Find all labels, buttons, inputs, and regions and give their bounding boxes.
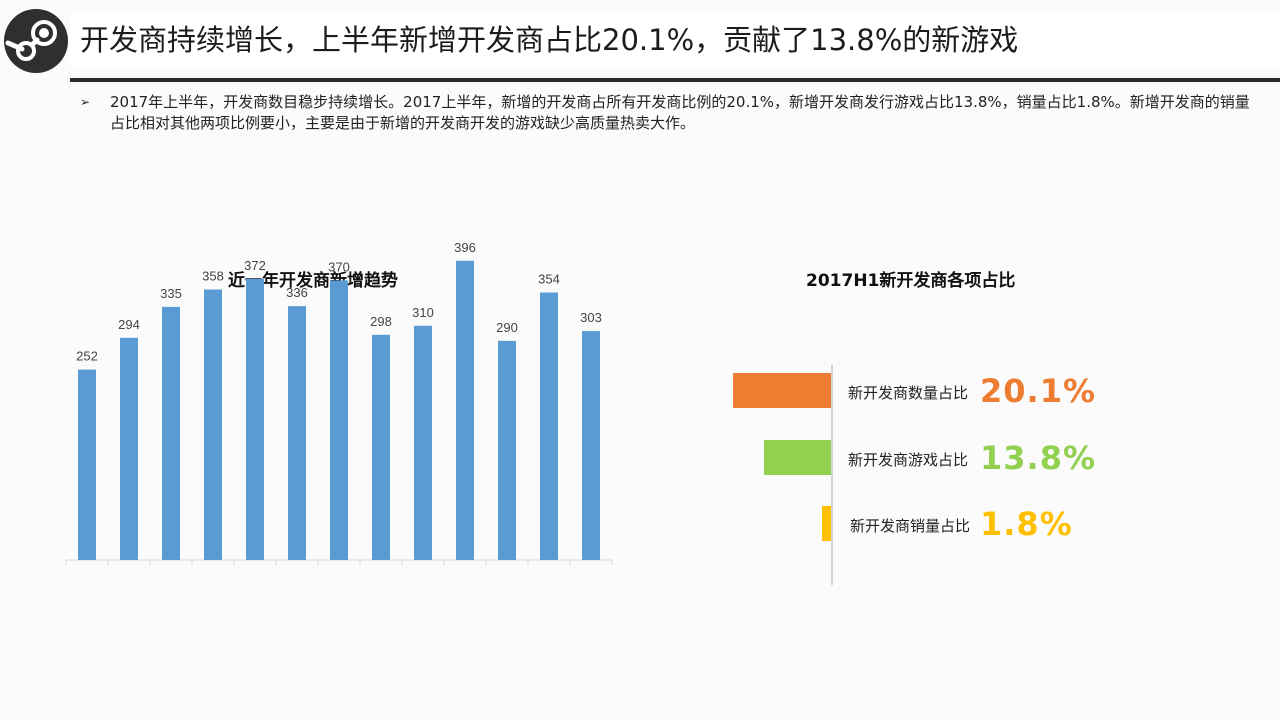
steam-logo-icon	[4, 9, 68, 73]
share-value: 1.8%	[980, 505, 1073, 543]
bar-value-label: 396	[454, 240, 476, 255]
bar-value-label: 310	[412, 305, 434, 320]
bar-value-label: 335	[160, 286, 182, 301]
bar-value-label: 370	[328, 259, 350, 274]
arrow-bullet-icon: ➢	[80, 95, 91, 109]
bar	[372, 334, 390, 560]
bullet-text: 2017年上半年，开发商数目稳步持续增长。2017上半年，新增的开发商占所有开发…	[110, 93, 1250, 132]
page-title: 开发商持续增长，上半年新增开发商占比20.1%，贡献了13.8%的新游戏	[80, 23, 1019, 57]
header: 开发商持续增长，上半年新增开发商占比20.1%，贡献了13.8%的新游戏	[0, 8, 1280, 82]
title-bar: 开发商持续增长，上半年新增开发商占比20.1%，贡献了13.8%的新游戏	[70, 12, 1280, 69]
bar	[288, 306, 306, 560]
share-value: 20.1%	[980, 372, 1097, 410]
bar	[540, 292, 558, 560]
bar-value-label: 298	[370, 314, 392, 329]
title-underline	[70, 78, 1280, 82]
share-chart-axis	[831, 365, 833, 585]
bar-value-label: 303	[580, 310, 602, 325]
share-value: 13.8%	[980, 439, 1097, 477]
bar-value-label: 354	[538, 272, 560, 287]
share-bar	[733, 373, 831, 408]
bar-value-label: 252	[76, 349, 98, 364]
share-bar	[822, 506, 831, 541]
share-label: 新开发商销量占比	[850, 517, 971, 535]
bar	[204, 289, 222, 560]
share-label: 新开发商游戏占比	[848, 451, 969, 469]
bar	[456, 260, 474, 560]
bar-value-label: 294	[118, 317, 140, 332]
share-chart-title: 2017H1新开发商各项占比	[806, 271, 1016, 291]
bar	[78, 369, 96, 560]
bar-value-label: 358	[202, 268, 224, 283]
bar	[162, 306, 180, 560]
bar	[414, 325, 432, 560]
share-label: 新开发商数量占比	[848, 384, 969, 402]
bar	[120, 337, 138, 560]
share-bar	[763, 440, 831, 475]
bar-chart: 252 294 335 358 372 336 370 298 310 396 290 354 303	[65, 240, 613, 565]
bar	[582, 331, 600, 560]
bar-chart-title: 近一年开发商新增趋势	[228, 271, 398, 291]
bar-value-label: 290	[496, 320, 518, 335]
bar	[330, 280, 348, 560]
bar	[498, 340, 516, 560]
bar-value-label: 372	[244, 258, 266, 273]
bar	[246, 278, 264, 560]
bar-value-label: 336	[286, 285, 308, 300]
